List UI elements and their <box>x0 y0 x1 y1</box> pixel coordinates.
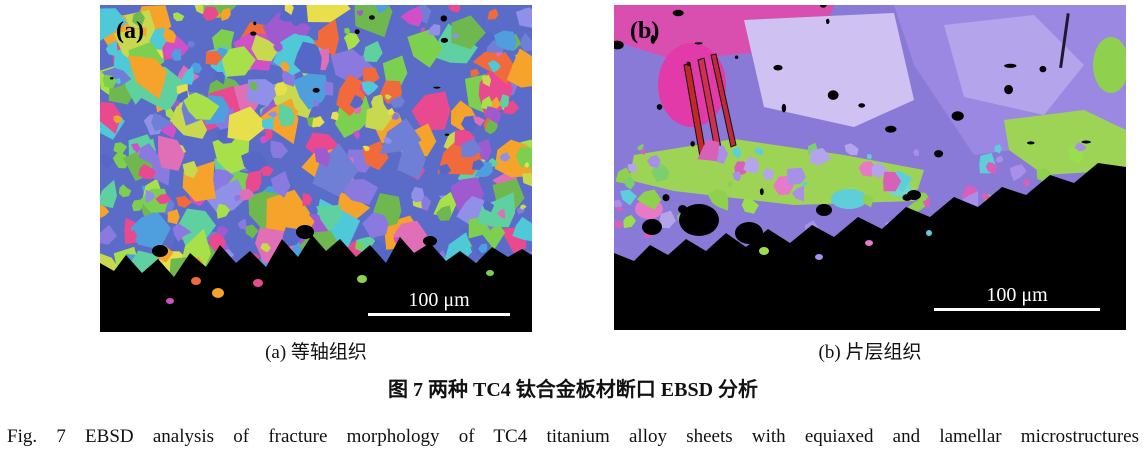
scale-bar-label-b: 100 μm <box>986 284 1048 306</box>
subcaption-a: (a) 等轴组织 <box>265 342 367 363</box>
scale-bar-label-a: 100 μm <box>408 289 470 311</box>
ebsd-micrograph-b: 100 μm (b) <box>614 5 1126 330</box>
boundary-blobs-b <box>642 190 921 244</box>
black-specks-a <box>109 15 450 136</box>
figure-caption-en: Fig. 7 EBSD analysis of fracture morphol… <box>7 426 1139 447</box>
debris-grains-a <box>166 270 494 304</box>
scale-bar-line-b <box>934 308 1100 311</box>
grain-field-a <box>100 5 532 288</box>
figure-title-zh: 图 7 两种 TC4 钛合金板材断口 EBSD 分析 <box>387 379 759 401</box>
ebsd-micrograph-a: 100 μm (a) <box>100 5 532 332</box>
panel-label-a: (a) <box>116 18 144 44</box>
lamellae-streaks-b <box>683 53 737 158</box>
panel-b: 100 μm (b) <box>614 5 1126 330</box>
boundary-blobs-a <box>152 225 437 257</box>
debris-grains-b <box>759 230 932 260</box>
scale-bar-a: 100 μm <box>368 289 510 316</box>
fracture-region-b <box>614 163 1126 330</box>
subcaption-b: (b) 片层组织 <box>818 342 922 363</box>
fracture-region-a <box>100 235 532 332</box>
black-specks-b <box>614 5 1091 214</box>
panel-a: 100 μm (a) <box>100 5 532 332</box>
scale-bar-b: 100 μm <box>934 284 1100 311</box>
scale-bar-line-a <box>368 313 510 316</box>
panel-label-b: (b) <box>630 18 659 44</box>
